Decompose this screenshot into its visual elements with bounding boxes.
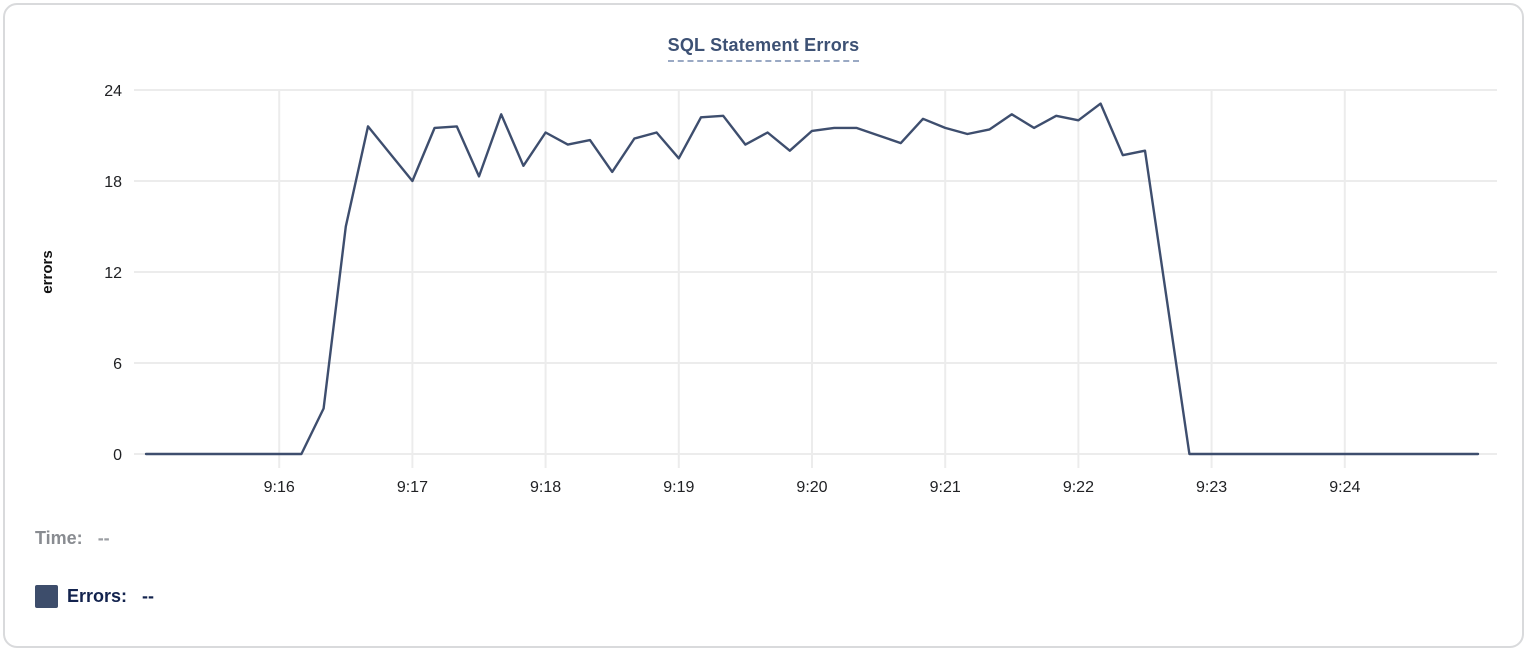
- legend-errors-row: Errors: --: [35, 581, 154, 611]
- chart-legend: Time: -- Errors: --: [35, 523, 154, 611]
- chart-title[interactable]: SQL Statement Errors: [667, 35, 860, 62]
- chart-header: SQL Statement Errors: [5, 35, 1522, 62]
- x-tick-label: 9:17: [397, 479, 428, 496]
- x-tick-label: 9:22: [1063, 479, 1094, 496]
- legend-time-label: Time:: [35, 527, 83, 548]
- x-tick-label: 9:20: [796, 479, 827, 496]
- legend-errors-label: Errors:: [67, 585, 128, 606]
- y-tick-label: 18: [104, 174, 122, 191]
- legend-time-row: Time: --: [35, 523, 154, 553]
- x-tick-label: 9:18: [530, 479, 561, 496]
- legend-errors-value: --: [142, 585, 155, 606]
- errors-line-chart[interactable]: 0 6 12 18 24 9:16 9:17 9:18 9:19 9:20 9:21 9:22 9:23…: [5, 5, 1528, 515]
- y-tick-label: 12: [104, 265, 122, 282]
- y-axis-title: errors: [39, 250, 56, 293]
- x-tick-label: 9:21: [930, 479, 961, 496]
- y-tick-label: 0: [113, 447, 122, 464]
- x-tick-label: 9:24: [1329, 479, 1360, 496]
- errors-series-line: [144, 102, 1480, 456]
- x-tick-label: 9:19: [663, 479, 694, 496]
- legend-time-value: --: [97, 527, 110, 548]
- y-tick-label: 6: [113, 356, 122, 373]
- errors-series-swatch: [35, 584, 58, 608]
- x-tick-label: 9:16: [264, 479, 295, 496]
- y-tick-label: 24: [104, 83, 122, 100]
- x-tick-label: 9:23: [1196, 479, 1227, 496]
- chart-card: SQL Statement Errors 0 6 12 18 24 9:16 9:17 9:1…: [3, 3, 1524, 648]
